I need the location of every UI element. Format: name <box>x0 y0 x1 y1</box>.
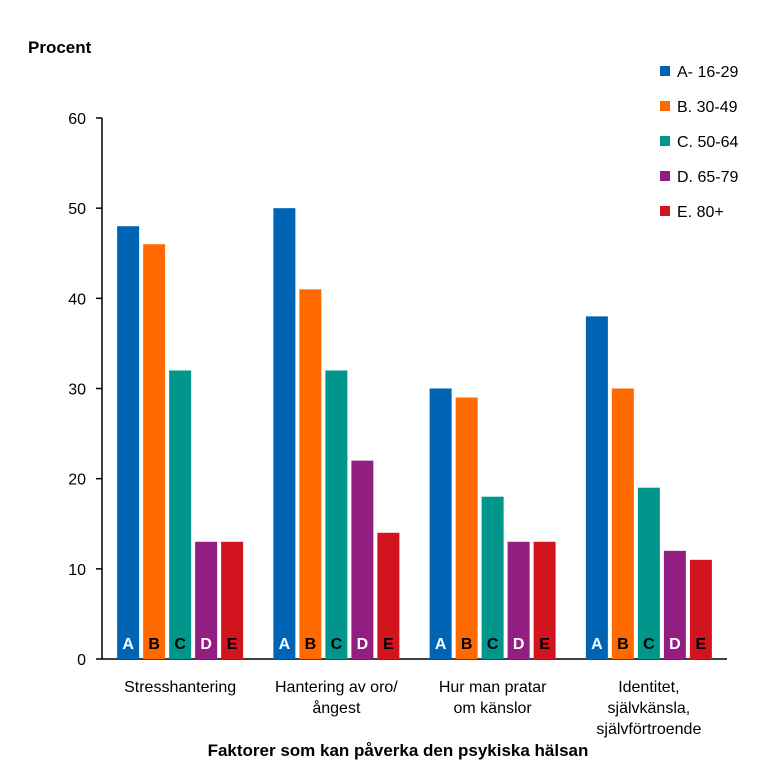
legend-label: E. 80+ <box>677 204 724 221</box>
bar <box>221 541 244 659</box>
bar <box>377 532 400 659</box>
bar <box>507 541 530 659</box>
bar-series-letter: A <box>591 636 603 653</box>
bar-series-letter: E <box>383 636 394 653</box>
x-category-label: självkänsla, <box>608 700 691 717</box>
bar-series-letter: C <box>174 636 186 653</box>
bar <box>325 370 348 659</box>
bar <box>533 541 556 659</box>
bar <box>689 559 712 659</box>
legend-swatch <box>660 136 670 146</box>
category-labels: Stresshantering Hantering av oro/ångest Hu… <box>124 679 701 738</box>
x-category-label: Stresshantering <box>124 679 236 696</box>
legend: A- 16-29 B. 30-49 C. 50-64 D. 65-79 E. 80+ <box>660 64 738 221</box>
bar <box>637 487 660 659</box>
bar-series-letter: C <box>331 636 343 653</box>
bar-series-letter: B <box>148 636 160 653</box>
bar <box>169 370 192 659</box>
legend-label: A- 16-29 <box>677 64 738 81</box>
y-tick-label: 30 <box>68 382 86 399</box>
y-axis-title: Procent <box>28 38 92 57</box>
legend-swatch <box>660 171 670 181</box>
x-category-label: om känslor <box>454 700 533 717</box>
bar-series-letter: E <box>539 636 550 653</box>
y-tick-label: 10 <box>68 562 86 579</box>
y-tick-label: 0 <box>77 652 86 669</box>
bar <box>273 208 296 659</box>
bar <box>429 388 452 659</box>
legend-label: B. 30-49 <box>677 99 738 116</box>
x-axis-title: Faktorer som kan påverka den psykiska hä… <box>208 741 589 760</box>
bar <box>455 397 478 659</box>
bar-series-letter: D <box>513 636 525 653</box>
y-tick-label: 40 <box>68 291 86 308</box>
bar <box>351 460 374 659</box>
bar-series-letter: C <box>643 636 655 653</box>
bar <box>611 388 634 659</box>
bar <box>663 550 686 659</box>
y-tick-label: 20 <box>68 472 86 489</box>
bar <box>117 226 140 659</box>
legend-swatch <box>660 101 670 111</box>
bar-series-letter: D <box>669 636 681 653</box>
bar <box>299 289 322 659</box>
bar-series-letter: E <box>696 636 707 653</box>
y-tick-label: 60 <box>68 111 86 128</box>
legend-label: D. 65-79 <box>677 169 738 186</box>
bar-series-letter: D <box>200 636 212 653</box>
x-category-label: Identitet, <box>618 679 679 696</box>
bar-series-letter: A <box>435 636 447 653</box>
bar-series-letter: B <box>305 636 317 653</box>
bar-series-letter: C <box>487 636 499 653</box>
x-category-label: ångest <box>312 699 361 717</box>
bar <box>143 244 166 659</box>
x-category-label: Hantering av oro/ <box>275 679 398 696</box>
x-category-label: självförtroende <box>596 721 701 738</box>
y-tick-label: 50 <box>68 201 86 218</box>
bar-series-letter: B <box>617 636 629 653</box>
bar-series-letter: B <box>461 636 473 653</box>
legend-swatch <box>660 206 670 216</box>
bar <box>585 316 608 659</box>
x-category-label: Hur man pratar <box>439 679 547 696</box>
bar <box>195 541 218 659</box>
bar <box>481 496 504 659</box>
legend-swatch <box>660 66 670 76</box>
legend-label: C. 50-64 <box>677 134 738 151</box>
bar-series-letter: D <box>357 636 369 653</box>
bar-series-letter: A <box>279 636 291 653</box>
bar-series-letter: E <box>227 636 238 653</box>
bar-series-letter: A <box>122 636 134 653</box>
